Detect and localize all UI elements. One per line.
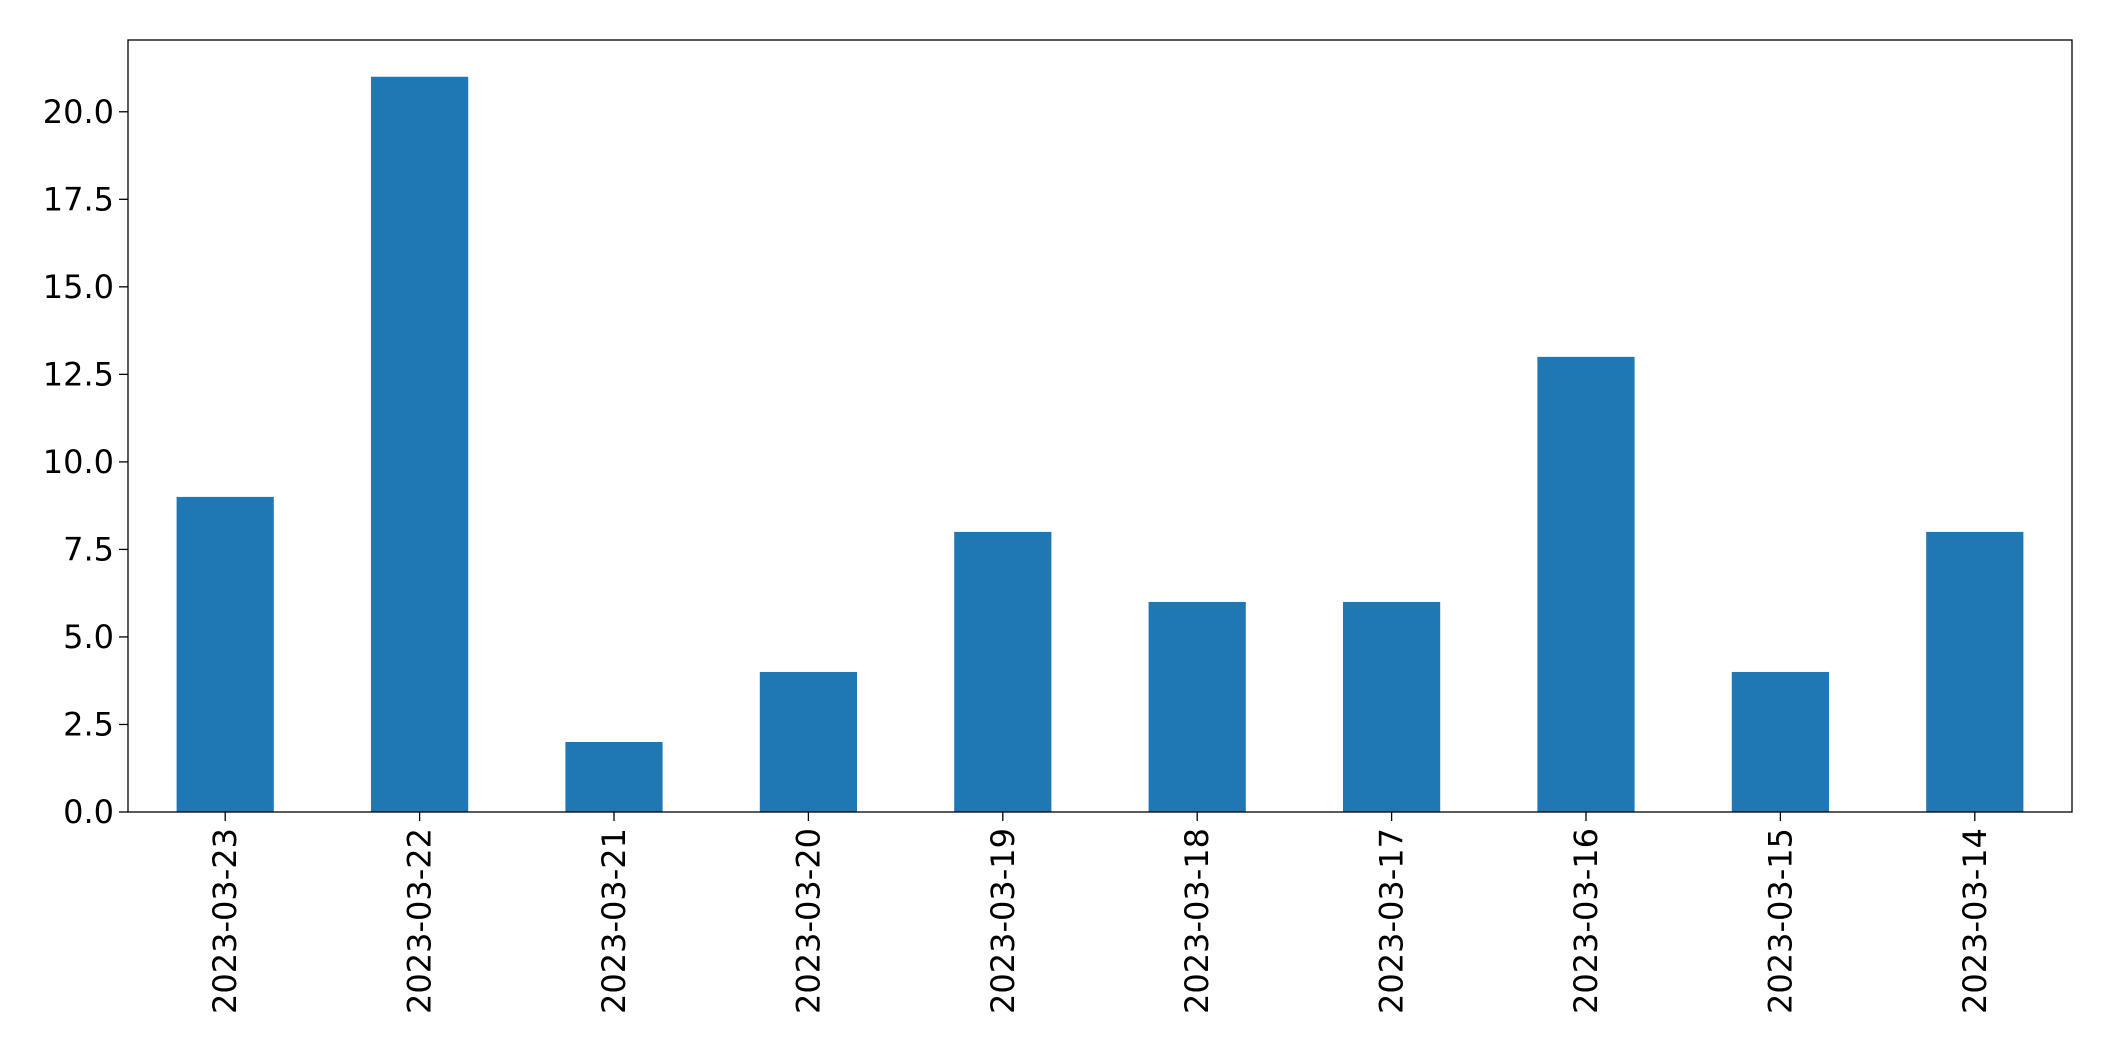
x-tick-label: 2023-03-16 [1567, 828, 1605, 1014]
plot-frame [127, 39, 2073, 813]
y-tick-label: 15.0 [43, 268, 114, 306]
bar-2023-03-16 [1537, 356, 1635, 812]
bar-2023-03-20 [759, 671, 857, 812]
y-tick-label: 17.5 [43, 180, 114, 218]
bars-layer [176, 76, 2024, 812]
y-tick-label: 2.5 [63, 705, 114, 743]
x-tick-label: 2023-03-23 [206, 828, 244, 1014]
y-tick-label: 0.0 [63, 793, 114, 831]
x-tick-label: 2023-03-21 [595, 828, 633, 1014]
y-tick-label: 12.5 [43, 355, 114, 393]
bar-2023-03-18 [1148, 601, 1246, 812]
bar-2023-03-15 [1731, 671, 1829, 812]
bar-2023-03-21 [565, 741, 663, 812]
x-axis: 2023-03-23 2023-03-22 2023-03-21 2023-03-20… [206, 812, 1994, 1014]
bar-2023-03-17 [1343, 601, 1441, 812]
bar-2023-03-19 [954, 531, 1052, 812]
bar-2023-03-23 [176, 496, 274, 812]
x-tick-label: 2023-03-17 [1373, 828, 1411, 1014]
x-tick-label: 2023-03-20 [789, 828, 827, 1014]
y-tick-label: 7.5 [63, 530, 114, 568]
x-tick-label: 2023-03-14 [1956, 828, 1994, 1014]
x-tick-label: 2023-03-19 [984, 828, 1022, 1014]
x-tick-label: 2023-03-18 [1178, 828, 1216, 1014]
y-tick-label: 5.0 [63, 618, 114, 656]
y-tick-label: 10.0 [43, 443, 114, 481]
x-tick-label: 2023-03-22 [401, 828, 439, 1014]
bar-2023-03-14 [1926, 531, 2024, 812]
y-axis: 0.0 2.5 5.0 7.5 10.0 12.5 15.0 17.5 20.0 [43, 93, 128, 831]
x-tick-label: 2023-03-15 [1761, 828, 1799, 1014]
bar-2023-03-22 [371, 76, 469, 812]
y-tick-label: 20.0 [43, 93, 114, 131]
